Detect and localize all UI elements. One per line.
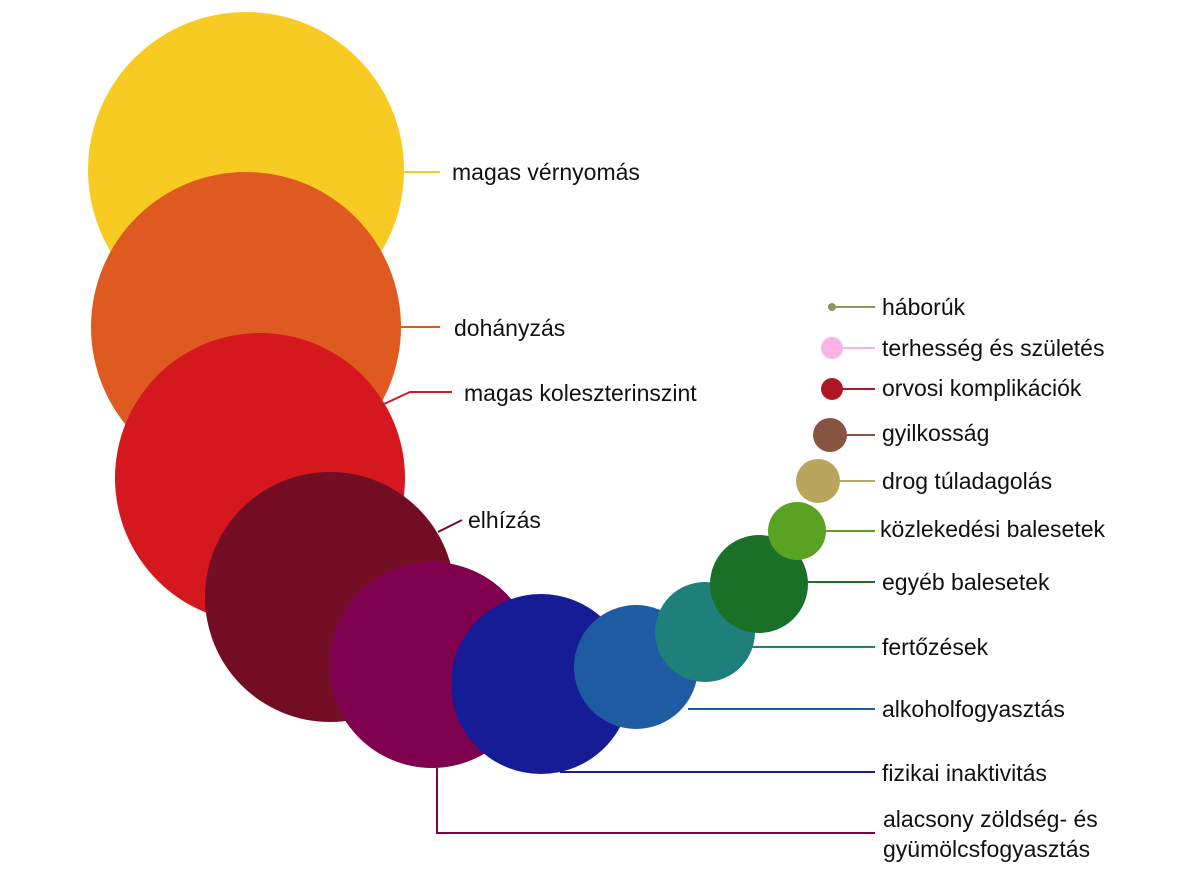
leader-line-magas-koleszterinszint <box>383 391 452 405</box>
bubble-gyilkossag <box>813 418 847 452</box>
bubble-terhesseg-es-szuletes <box>821 337 843 359</box>
label-kozlekedesi-balesetek: közlekedési balesetek <box>880 516 1106 542</box>
label-gyilkossag: gyilkosság <box>882 420 990 446</box>
label-fizikai-inaktivitas: fizikai inaktivitás <box>882 760 1047 786</box>
bubble-orvosi-komplikaciok <box>821 378 843 400</box>
label-magas-koleszterinszint: magas koleszterinszint <box>464 380 697 406</box>
bubble-drog-tuladagolas <box>796 459 840 503</box>
label-orvosi-komplikaciok: orvosi komplikációk <box>882 375 1082 401</box>
label-drog-tuladagolas: drog túladagolás <box>882 468 1053 494</box>
leader-line-elhizas <box>437 519 463 533</box>
label-egyeb-balesetek: egyéb balesetek <box>882 569 1050 595</box>
label-haboruk: háborúk <box>882 294 966 320</box>
label-fertozesek: fertőzések <box>882 634 989 660</box>
label-magas-vernyomas: magas vérnyomás <box>452 159 640 185</box>
label-alkoholfogyasztas: alkoholfogyasztás <box>882 696 1065 722</box>
bubble-haboruk <box>828 303 836 311</box>
label-dohanyzas: dohányzás <box>454 315 566 341</box>
bubble-egyeb-balesetek <box>710 535 808 633</box>
label-alacsony-zoldseg-es-gyumolcsfogyasztas: alacsony zöldség- és gyümölcsfogyasztás <box>883 806 1098 862</box>
label-elhizas: elhízás <box>468 507 541 533</box>
leader-line-alacsony-zoldseg-es-gyumolcsfogyasztas <box>436 768 875 834</box>
bubble-kozlekedesi-balesetek <box>768 502 826 560</box>
label-terhesseg-es-szuletes: terhesség és születés <box>882 335 1105 361</box>
